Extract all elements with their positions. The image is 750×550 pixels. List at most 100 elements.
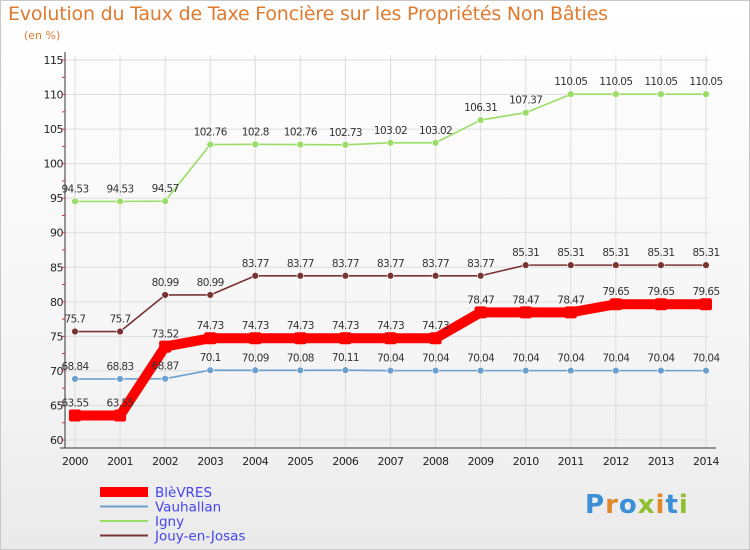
data-label: 70.04 [602, 353, 630, 365]
data-point [206, 291, 214, 299]
axes: 60 65 70 75 80 85 90 95 100 105 110 115 2000 2001 2002… [44, 52, 720, 468]
data-label: 75.7 [110, 314, 131, 326]
data-point [522, 109, 530, 117]
y-tick-label: 105 [44, 123, 64, 136]
data-label: 74.73 [422, 320, 449, 332]
x-tick-label: 2011 [558, 455, 584, 468]
data-label: 85.31 [647, 247, 674, 259]
data-point [116, 197, 124, 206]
x-tick-label: 2014 [693, 455, 719, 468]
logo-letter: i [655, 490, 666, 520]
data-label: 63.55 [61, 397, 88, 409]
data-point [474, 306, 487, 319]
x-tick-label: 2004 [242, 455, 268, 468]
data-label: 85.31 [557, 247, 584, 259]
data-label: 70.09 [242, 352, 269, 364]
data-point [522, 261, 530, 269]
legend-label: Igny [155, 514, 184, 530]
data-labels: 63.55 63.55 73.52 74.73 74.73 74.73 74.73 74.73… [61, 76, 723, 409]
data-point [341, 141, 350, 149]
data-label: 80.99 [197, 277, 224, 289]
data-point [431, 139, 440, 147]
data-label: 102.8 [242, 126, 269, 138]
data-point [116, 327, 124, 336]
data-label: 70.04 [557, 353, 585, 365]
data-label: 74.73 [332, 320, 359, 332]
data-label: 70.04 [512, 353, 540, 365]
logo-letter: t [665, 490, 679, 520]
data-label: 107.37 [509, 95, 542, 107]
data-point [429, 332, 442, 345]
data-label: 73.52 [152, 329, 179, 341]
data-label: 94.53 [107, 183, 134, 195]
data-point [384, 332, 397, 345]
y-tick-label: 110 [44, 89, 64, 102]
data-point [700, 298, 712, 311]
data-label: 70.08 [287, 352, 314, 364]
y-tick-label: 85 [50, 261, 63, 274]
proxiti-logo: Proxiti [585, 490, 689, 520]
data-point [612, 90, 620, 98]
y-tick-label: 75 [50, 330, 63, 343]
data-point [204, 332, 217, 345]
data-label: 78.47 [512, 294, 539, 306]
logo-letter: i [678, 490, 689, 520]
data-label: 83.77 [467, 258, 494, 270]
data-label: 83.77 [422, 258, 449, 270]
data-label: 83.77 [332, 258, 359, 270]
data-point [654, 298, 667, 311]
data-label: 85.31 [512, 247, 539, 259]
data-point [71, 327, 79, 336]
data-point [476, 272, 485, 280]
y-tick-label: 65 [50, 399, 63, 412]
x-tick-label: 2008 [423, 455, 449, 468]
data-point [251, 366, 259, 374]
logo-letter: r [605, 490, 619, 520]
data-point [567, 90, 575, 98]
data-label: 80.99 [152, 277, 179, 289]
data-label: 110.05 [554, 76, 587, 88]
data-point [702, 90, 710, 98]
data-point [612, 261, 620, 269]
y-tick-label: 95 [50, 192, 63, 205]
x-tick-label: 2013 [648, 455, 674, 468]
data-point [251, 140, 259, 148]
x-tick-label: 2012 [603, 455, 629, 468]
data-label: 110.05 [689, 76, 722, 88]
y-tick-label: 60 [50, 434, 63, 447]
x-tick-label: 2001 [107, 455, 133, 468]
x-tick-label: 2005 [287, 455, 313, 468]
legend-label: Vauhallan [155, 500, 221, 516]
data-label: 70.04 [422, 353, 450, 365]
data-label: 70.04 [377, 353, 405, 365]
data-point [702, 366, 710, 375]
data-point [161, 197, 169, 205]
data-point [296, 140, 305, 149]
x-tick-label: 2009 [468, 455, 494, 468]
data-point [657, 261, 665, 269]
data-point [386, 366, 395, 375]
data-point [657, 366, 665, 375]
series-layer [69, 90, 712, 422]
data-point [114, 409, 127, 422]
logo-letter: P [585, 490, 606, 520]
data-label: 68.87 [152, 361, 179, 373]
data-label: 78.47 [467, 294, 494, 306]
logo-letter: o [618, 490, 638, 520]
data-label: 85.31 [602, 247, 629, 259]
data-label: 102.76 [194, 127, 228, 139]
logo-letter: x [637, 490, 656, 520]
y-tick-label: 70 [50, 365, 63, 378]
data-label: 103.02 [374, 125, 407, 137]
data-label: 94.53 [61, 183, 88, 195]
legend-label: BlèVRES [155, 485, 212, 501]
data-label: 68.84 [61, 361, 89, 373]
x-tick-label: 2010 [513, 455, 539, 468]
data-point [71, 197, 79, 206]
data-point [612, 366, 620, 375]
x-tick-label: 2006 [332, 455, 358, 468]
data-label: 106.31 [464, 102, 497, 114]
data-point [431, 272, 440, 280]
